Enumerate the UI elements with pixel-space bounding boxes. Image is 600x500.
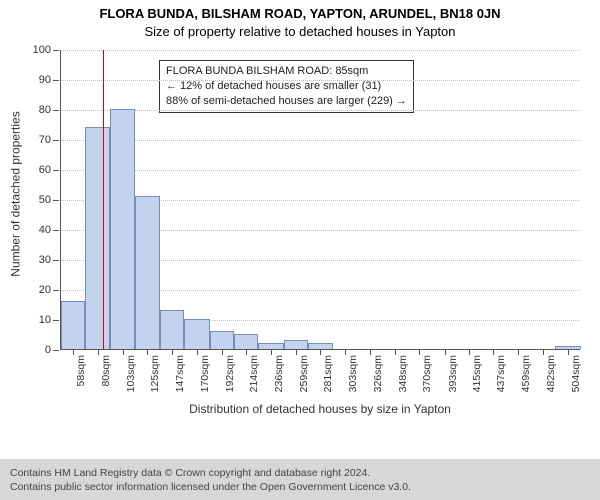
x-tick <box>123 349 124 355</box>
y-tick <box>53 290 59 291</box>
x-tick <box>172 349 173 355</box>
x-tick-label: 259sqm <box>298 355 310 392</box>
x-tick-label: 437sqm <box>495 355 507 392</box>
y-tick-label: 70 <box>39 134 51 146</box>
x-axis-title: Distribution of detached houses by size … <box>60 402 580 416</box>
y-axis-title-wrap: Number of detached properties <box>8 44 24 344</box>
x-tick-label: 103sqm <box>125 355 137 392</box>
x-tick <box>246 349 247 355</box>
x-tick <box>395 349 396 355</box>
x-tick-label: 147sqm <box>174 355 186 392</box>
y-tick <box>53 80 59 81</box>
x-tick <box>222 349 223 355</box>
histogram-bar <box>61 301 85 349</box>
histogram-bar <box>110 109 136 349</box>
x-tick <box>345 349 346 355</box>
gridline <box>61 110 580 111</box>
y-tick-label: 100 <box>33 44 51 56</box>
y-tick-label: 20 <box>39 284 51 296</box>
annotation-line: FLORA BUNDA BILSHAM ROAD: 85sqm <box>166 64 407 79</box>
y-tick-label: 40 <box>39 224 51 236</box>
x-tick-label: 170sqm <box>199 355 211 392</box>
y-tick-label: 0 <box>45 344 51 356</box>
page-subtitle: Size of property relative to detached ho… <box>0 21 600 39</box>
x-tick-label: 326sqm <box>372 355 384 392</box>
annotation-box: FLORA BUNDA BILSHAM ROAD: 85sqm ← 12% of… <box>159 60 414 113</box>
y-tick <box>53 350 59 351</box>
footer: Contains HM Land Registry data © Crown c… <box>0 459 600 500</box>
x-tick-label: 504sqm <box>570 355 582 392</box>
x-tick-label: 370sqm <box>421 355 433 392</box>
gridline <box>61 50 580 51</box>
y-tick-label: 60 <box>39 164 51 176</box>
x-tick-label: 80sqm <box>100 355 112 387</box>
y-tick <box>53 260 59 261</box>
x-tick-label: 125sqm <box>149 355 161 392</box>
gridline <box>61 140 580 141</box>
plot-area: FLORA BUNDA BILSHAM ROAD: 85sqm ← 12% of… <box>60 50 580 350</box>
reference-line <box>103 50 104 349</box>
y-tick <box>53 110 59 111</box>
x-tick-label: 393sqm <box>447 355 459 392</box>
y-tick-label: 30 <box>39 254 51 266</box>
histogram-bar <box>160 310 184 349</box>
x-tick-label: 236sqm <box>273 355 285 392</box>
x-tick <box>518 349 519 355</box>
x-tick <box>469 349 470 355</box>
footer-line: Contains public sector information licen… <box>10 480 590 494</box>
y-tick <box>53 320 59 321</box>
y-axis-title: Number of detached properties <box>9 111 23 276</box>
histogram-bar <box>284 340 308 349</box>
y-tick-label: 10 <box>39 314 51 326</box>
x-tick-label: 415sqm <box>471 355 483 392</box>
y-tick <box>53 230 59 231</box>
y-tick <box>53 140 59 141</box>
x-tick-label: 214sqm <box>248 355 260 392</box>
x-tick <box>98 349 99 355</box>
x-tick-label: 192sqm <box>224 355 236 392</box>
histogram-bar <box>85 127 109 349</box>
histogram-bar <box>234 334 258 349</box>
histogram-bar <box>184 319 210 349</box>
x-tick <box>445 349 446 355</box>
y-tick <box>53 200 59 201</box>
x-tick <box>271 349 272 355</box>
y-tick-label: 80 <box>39 104 51 116</box>
y-tick <box>53 170 59 171</box>
gridline <box>61 170 580 171</box>
y-tick-label: 90 <box>39 74 51 86</box>
x-tick <box>419 349 420 355</box>
x-tick-label: 348sqm <box>397 355 409 392</box>
x-tick-label: 58sqm <box>75 355 87 387</box>
histogram-bar <box>210 331 234 349</box>
x-tick-label: 281sqm <box>322 355 334 392</box>
gridline <box>61 80 580 81</box>
histogram-bar <box>135 196 159 349</box>
chart-container: Number of detached properties FLORA BUND… <box>0 44 600 420</box>
x-tick-label: 459sqm <box>520 355 532 392</box>
x-tick <box>296 349 297 355</box>
y-tick <box>53 50 59 51</box>
x-tick <box>568 349 569 355</box>
footer-line: Contains HM Land Registry data © Crown c… <box>10 466 590 480</box>
x-tick-label: 303sqm <box>347 355 359 392</box>
page-title: FLORA BUNDA, BILSHAM ROAD, YAPTON, ARUND… <box>0 0 600 21</box>
annotation-line: 88% of semi-detached houses are larger (… <box>166 94 407 109</box>
y-tick-label: 50 <box>39 194 51 206</box>
x-tick-label: 482sqm <box>545 355 557 392</box>
annotation-line: ← 12% of detached houses are smaller (31… <box>166 79 407 94</box>
